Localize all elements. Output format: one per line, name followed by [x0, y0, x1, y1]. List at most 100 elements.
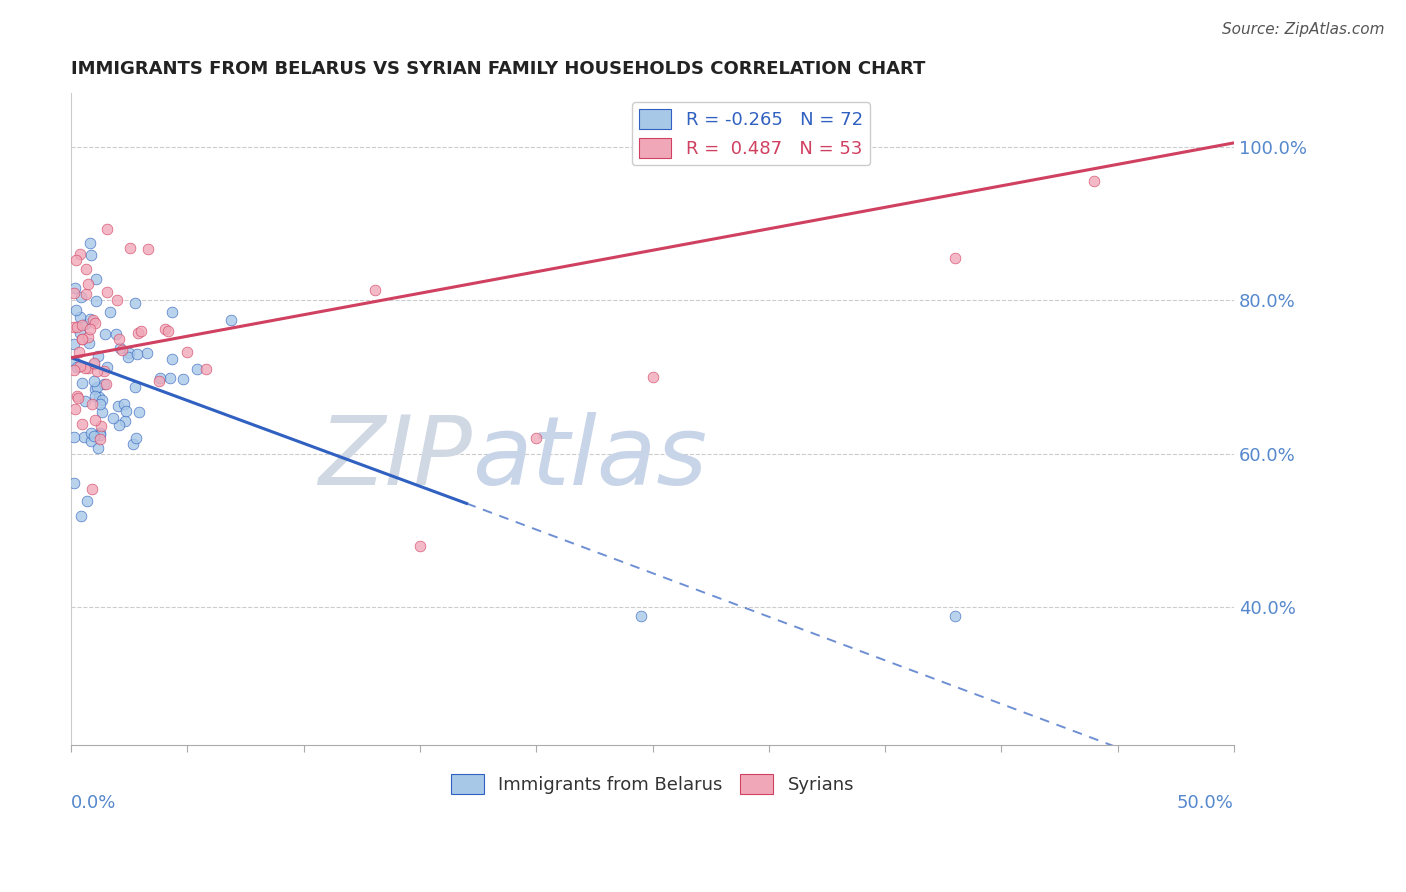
- Point: [86, 272, 108, 286]
- Point: [73, 394, 96, 409]
- Point: [176, 344, 198, 359]
- Point: [148, 374, 170, 388]
- Point: [219, 313, 242, 327]
- Point: [90, 419, 112, 434]
- Point: [89, 396, 111, 410]
- Point: [86, 349, 108, 363]
- Point: [96, 285, 118, 299]
- Text: 50.0%: 50.0%: [1177, 794, 1234, 812]
- Point: [98, 305, 121, 319]
- Point: [107, 399, 129, 413]
- Point: [72, 332, 94, 346]
- Point: [86, 293, 108, 308]
- Text: ZIP: ZIP: [318, 412, 472, 505]
- Point: [83, 356, 105, 370]
- Text: 0.0%: 0.0%: [72, 794, 117, 812]
- Point: [91, 404, 114, 418]
- Point: [195, 362, 218, 376]
- Point: [120, 241, 142, 255]
- Point: [77, 361, 100, 376]
- Point: [159, 371, 181, 385]
- Legend: Immigrants from Belarus, Syrians: Immigrants from Belarus, Syrians: [444, 767, 860, 801]
- Point: [108, 332, 131, 346]
- Point: [76, 494, 98, 508]
- Point: [409, 539, 432, 553]
- Point: [63, 354, 86, 368]
- Point: [83, 374, 105, 388]
- Point: [82, 312, 104, 326]
- Point: [79, 322, 101, 336]
- Point: [67, 391, 90, 405]
- Point: [62, 286, 84, 301]
- Point: [103, 411, 125, 425]
- Point: [79, 425, 101, 440]
- Point: [149, 371, 172, 385]
- Point: [105, 327, 128, 342]
- Point: [93, 326, 115, 341]
- Point: [66, 389, 89, 403]
- Point: [70, 376, 93, 391]
- Point: [86, 363, 108, 377]
- Point: [73, 360, 96, 375]
- Point: [91, 392, 114, 407]
- Point: [80, 434, 103, 449]
- Point: [66, 320, 89, 334]
- Point: [70, 417, 93, 431]
- Point: [80, 247, 103, 261]
- Point: [121, 437, 143, 451]
- Point: [114, 414, 136, 428]
- Point: [630, 609, 652, 624]
- Point: [69, 310, 91, 325]
- Point: [70, 509, 93, 524]
- Point: [943, 251, 966, 265]
- Point: [157, 324, 180, 338]
- Point: [118, 346, 141, 360]
- Point: [76, 330, 98, 344]
- Point: [65, 253, 87, 268]
- Point: [62, 362, 84, 376]
- Point: [112, 397, 135, 411]
- Point: [89, 432, 111, 446]
- Point: [108, 417, 131, 432]
- Point: [129, 324, 152, 338]
- Point: [127, 326, 149, 340]
- Point: [160, 351, 183, 366]
- Point: [524, 431, 547, 445]
- Point: [63, 476, 86, 491]
- Point: [186, 362, 208, 376]
- Point: [111, 343, 134, 358]
- Point: [82, 482, 104, 496]
- Text: IMMIGRANTS FROM BELARUS VS SYRIAN FAMILY HOUSEHOLDS CORRELATION CHART: IMMIGRANTS FROM BELARUS VS SYRIAN FAMILY…: [72, 60, 925, 78]
- Point: [83, 429, 105, 443]
- Point: [73, 430, 96, 444]
- Point: [79, 312, 101, 326]
- Point: [67, 345, 90, 359]
- Point: [160, 305, 183, 319]
- Point: [84, 413, 107, 427]
- Point: [108, 341, 131, 355]
- Text: Source: ZipAtlas.com: Source: ZipAtlas.com: [1222, 22, 1385, 37]
- Point: [128, 405, 150, 419]
- Point: [124, 380, 146, 394]
- Point: [136, 242, 159, 256]
- Point: [66, 359, 89, 374]
- Point: [364, 284, 387, 298]
- Point: [82, 396, 104, 410]
- Point: [75, 317, 97, 331]
- Point: [172, 371, 194, 385]
- Point: [65, 401, 87, 416]
- Point: [69, 290, 91, 304]
- Point: [79, 235, 101, 250]
- Point: [943, 609, 966, 624]
- Point: [77, 277, 100, 291]
- Point: [136, 346, 159, 360]
- Point: [105, 293, 128, 307]
- Point: [86, 380, 108, 394]
- Point: [62, 430, 84, 444]
- Point: [127, 347, 149, 361]
- Point: [124, 296, 146, 310]
- Point: [70, 318, 93, 333]
- Point: [69, 247, 91, 261]
- Point: [93, 377, 115, 392]
- Point: [89, 426, 111, 441]
